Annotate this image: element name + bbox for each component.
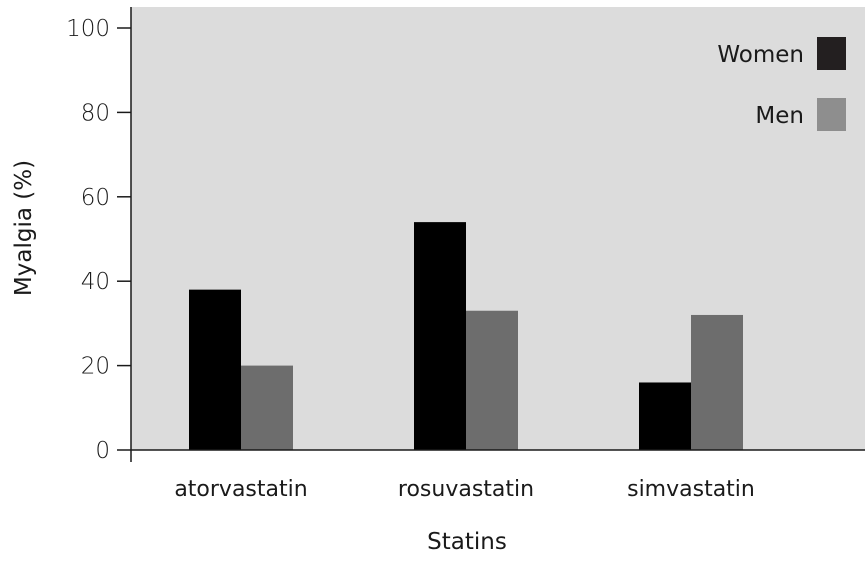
bar-men-simvastatin: [691, 315, 743, 450]
y-tick-label: 100: [66, 16, 110, 42]
bar-women-atorvastatin: [189, 290, 241, 450]
legend-label-men: Men: [755, 103, 804, 129]
x-category-label: atorvastatin: [174, 477, 307, 502]
x-labels-layer: atorvastatin rosuvastatin simvastatin: [174, 477, 755, 502]
bar-men-atorvastatin: [241, 366, 293, 450]
y-tick-label: 0: [95, 438, 110, 464]
y-tick-label: 40: [81, 269, 110, 295]
x-category-label: simvastatin: [627, 477, 755, 502]
x-axis-title: Statins: [427, 529, 507, 555]
x-category-label: rosuvastatin: [398, 477, 534, 502]
bar-women-simvastatin: [639, 382, 691, 450]
y-tick-label: 80: [81, 100, 110, 126]
legend-swatch-women: [817, 37, 846, 70]
y-axis-title: Myalgia (%): [11, 160, 37, 296]
y-tick-label: 20: [81, 354, 110, 380]
y-tick-label: 60: [81, 185, 110, 211]
legend-swatch-men: [817, 98, 846, 131]
bar-women-rosuvastatin: [414, 222, 466, 450]
bar-men-rosuvastatin: [466, 311, 518, 450]
y-ticks-layer: 0 20 40 60 80 100: [66, 16, 131, 464]
legend-label-women: Women: [717, 42, 804, 68]
